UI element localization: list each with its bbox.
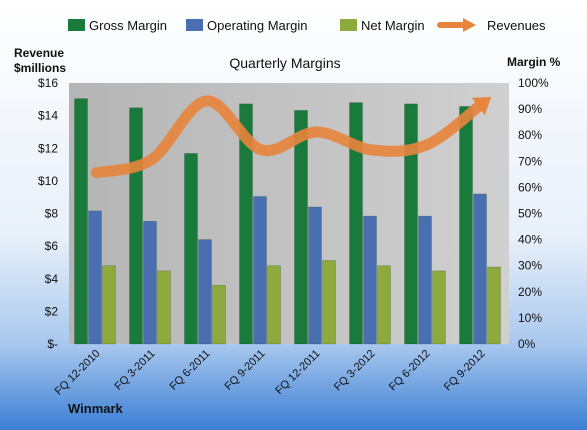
right-tick-label: 50%	[518, 207, 542, 221]
bar-net-margin	[322, 260, 336, 345]
chart-title: Quarterly Margins	[229, 55, 340, 71]
right-tick-label: 10%	[518, 311, 542, 325]
right-tick-label: 30%	[518, 259, 542, 273]
left-tick-label: $16	[38, 76, 58, 90]
bar-gross-margin	[349, 102, 363, 345]
bar-net-margin	[432, 270, 446, 345]
left-tick-label: $14	[38, 109, 58, 123]
legend-swatch-operating-margin	[186, 19, 203, 31]
left-tick-label: $4	[45, 272, 59, 286]
revenue-arrowhead	[471, 97, 492, 116]
bar-gross-margin	[459, 106, 473, 345]
bar-operating-margin	[143, 221, 157, 345]
left-tick-label: $8	[45, 207, 59, 221]
bar-gross-margin	[74, 98, 88, 345]
bar-gross-margin	[294, 110, 308, 345]
brand-label: Winmark	[68, 401, 124, 416]
legend-label-operating-margin: Operating Margin	[207, 18, 307, 33]
right-tick-label: 20%	[518, 285, 542, 299]
left-axis-title-line1: Revenue	[14, 46, 64, 60]
right-tick-label: 80%	[518, 128, 542, 142]
bar-operating-margin	[363, 215, 377, 345]
legend-swatch-revenues	[437, 18, 476, 32]
bar-operating-margin	[473, 193, 487, 345]
bar-operating-margin	[418, 215, 432, 345]
right-tick-label: 70%	[518, 154, 542, 168]
left-axis: $- $2 $4 $6 $8 $10 $12 $14 $16	[38, 76, 58, 351]
legend-label-gross-margin: Gross Margin	[89, 18, 167, 33]
bar-net-margin	[212, 284, 226, 345]
bar-gross-margin	[129, 107, 143, 345]
bar-operating-margin	[253, 196, 267, 345]
legend-label-revenues: Revenues	[487, 18, 546, 33]
legend-label-net-margin: Net Margin	[361, 18, 425, 33]
bar-gross-margin	[404, 103, 418, 345]
bar-net-margin	[377, 265, 391, 345]
left-axis-title-line2: $millions	[14, 61, 66, 75]
left-tick-label: $10	[38, 174, 58, 188]
right-axis-title: Margin %	[507, 55, 561, 69]
bar-gross-margin	[184, 153, 198, 345]
right-tick-label: 100%	[518, 76, 549, 90]
bar-operating-margin	[198, 239, 212, 345]
legend-swatch-net-margin	[340, 19, 357, 31]
revenue-line	[91, 95, 487, 179]
bar-operating-margin	[308, 206, 322, 345]
left-tick-label: $12	[38, 141, 58, 155]
bar-net-margin	[487, 266, 501, 345]
left-tick-label: $2	[45, 304, 59, 318]
bar-net-margin	[102, 265, 116, 345]
right-tick-label: 0%	[518, 337, 536, 351]
legend: Gross Margin Operating Margin Net Margin…	[68, 18, 546, 33]
bar-net-margin	[157, 270, 171, 345]
revenue-line-group	[91, 95, 492, 179]
right-tick-label: 40%	[518, 233, 542, 247]
bar-net-margin	[267, 265, 281, 345]
bar-operating-margin	[88, 210, 102, 345]
left-tick-label: $6	[45, 239, 59, 253]
bar-gross-margin	[239, 103, 253, 345]
right-axis: 0% 10% 20% 30% 40% 50% 60% 70% 80% 90% 100%	[518, 76, 549, 351]
right-tick-label: 90%	[518, 102, 542, 116]
legend-swatch-gross-margin	[68, 19, 85, 31]
right-tick-label: 60%	[518, 180, 542, 194]
left-tick-label: $-	[47, 337, 58, 351]
